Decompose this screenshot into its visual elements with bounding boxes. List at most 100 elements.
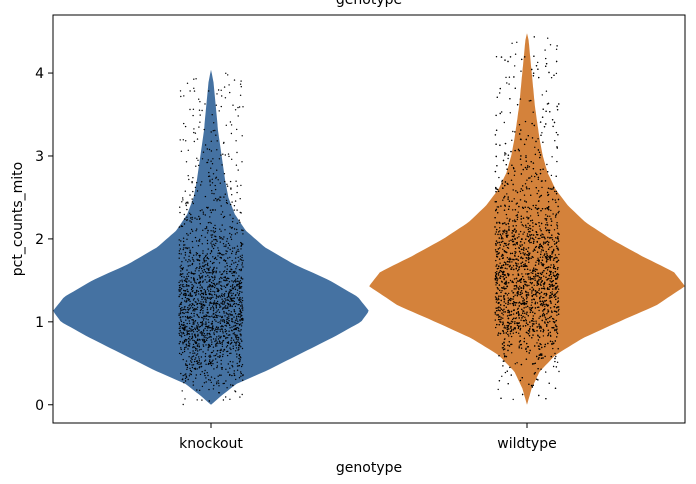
jitter-point bbox=[518, 347, 520, 349]
jitter-point bbox=[186, 276, 188, 278]
jitter-point bbox=[236, 285, 238, 287]
x-axis-label: genotype bbox=[336, 460, 402, 476]
jitter-point bbox=[178, 281, 180, 284]
jitter-point bbox=[556, 314, 558, 316]
jitter-point bbox=[236, 297, 239, 299]
jitter-point bbox=[179, 294, 181, 296]
jitter-point bbox=[527, 333, 530, 335]
jitter-point bbox=[534, 302, 536, 305]
jitter-point bbox=[220, 205, 222, 207]
jitter-point bbox=[214, 184, 216, 187]
jitter-point bbox=[541, 259, 544, 261]
jitter-point bbox=[231, 295, 233, 297]
jitter-point bbox=[219, 322, 222, 325]
jitter-point bbox=[546, 253, 548, 255]
jitter-point bbox=[556, 268, 559, 270]
jitter-point bbox=[529, 224, 531, 227]
jitter-point bbox=[200, 272, 202, 275]
jitter-point bbox=[515, 215, 517, 217]
jitter-point bbox=[500, 56, 503, 58]
jitter-point bbox=[497, 332, 500, 334]
jitter-point bbox=[198, 338, 201, 341]
jitter-point bbox=[198, 109, 201, 111]
jitter-point bbox=[209, 298, 212, 300]
jitter-point bbox=[506, 251, 508, 254]
jitter-point bbox=[227, 363, 229, 365]
jitter-point bbox=[234, 109, 237, 111]
jitter-point bbox=[203, 336, 205, 338]
jitter-point bbox=[525, 306, 527, 308]
jitter-point bbox=[242, 307, 244, 309]
jitter-point bbox=[520, 262, 522, 265]
jitter-point bbox=[186, 273, 189, 275]
jitter-point bbox=[205, 325, 207, 327]
jitter-point bbox=[213, 278, 216, 280]
jitter-point bbox=[555, 325, 557, 328]
jitter-point bbox=[219, 349, 221, 352]
jitter-point bbox=[534, 301, 537, 303]
jitter-point bbox=[191, 201, 194, 203]
jitter-point bbox=[231, 158, 233, 160]
jitter-point bbox=[240, 371, 242, 373]
jitter-point bbox=[546, 224, 549, 226]
jitter-point bbox=[553, 265, 555, 267]
jitter-point bbox=[503, 301, 505, 303]
jitter-point bbox=[182, 283, 184, 286]
jitter-point bbox=[213, 286, 216, 289]
jitter-point bbox=[523, 249, 525, 251]
jitter-point bbox=[180, 150, 183, 152]
jitter-point bbox=[535, 223, 537, 226]
jitter-point bbox=[532, 384, 534, 386]
jitter-point bbox=[206, 148, 208, 150]
jitter-point bbox=[210, 364, 213, 367]
jitter-point bbox=[499, 270, 501, 272]
jitter-point bbox=[209, 354, 211, 356]
jitter-point bbox=[497, 233, 499, 236]
jitter-point bbox=[199, 282, 201, 284]
jitter-point bbox=[512, 398, 514, 401]
jitter-point bbox=[518, 247, 520, 249]
jitter-point bbox=[533, 55, 535, 57]
jitter-point bbox=[179, 273, 182, 275]
jitter-point bbox=[516, 216, 519, 218]
jitter-point bbox=[190, 370, 193, 373]
jitter-point bbox=[556, 332, 559, 335]
jitter-point bbox=[522, 189, 524, 192]
jitter-point bbox=[555, 295, 557, 298]
jitter-point bbox=[180, 331, 182, 334]
jitter-point bbox=[223, 259, 225, 261]
jitter-point bbox=[547, 207, 550, 209]
jitter-point bbox=[211, 276, 213, 278]
jitter-point bbox=[526, 350, 528, 353]
jitter-point bbox=[224, 180, 226, 183]
jitter-point bbox=[204, 144, 207, 146]
jitter-point bbox=[214, 293, 216, 296]
jitter-point bbox=[240, 325, 243, 327]
jitter-point bbox=[235, 140, 237, 142]
jitter-point bbox=[507, 244, 509, 246]
jitter-point bbox=[186, 208, 188, 211]
jitter-point bbox=[237, 320, 239, 323]
jitter-point bbox=[547, 288, 549, 290]
jitter-point bbox=[187, 175, 189, 177]
jitter-point bbox=[544, 355, 546, 358]
jitter-point bbox=[207, 262, 209, 264]
jitter-point bbox=[533, 267, 535, 269]
jitter-point bbox=[199, 294, 202, 296]
jitter-point bbox=[554, 216, 557, 218]
jitter-point bbox=[514, 327, 516, 329]
jitter-point bbox=[196, 362, 199, 364]
jitter-point bbox=[538, 309, 540, 312]
jitter-point bbox=[223, 312, 225, 314]
jitter-point bbox=[231, 330, 233, 332]
jitter-point bbox=[238, 285, 240, 287]
jitter-point bbox=[541, 236, 543, 238]
jitter-point bbox=[213, 303, 215, 306]
jitter-point bbox=[199, 280, 201, 283]
jitter-point bbox=[508, 76, 511, 78]
jitter-point bbox=[509, 56, 512, 58]
jitter-point bbox=[536, 240, 538, 243]
jitter-point bbox=[554, 199, 556, 201]
jitter-point bbox=[221, 308, 224, 310]
jitter-point bbox=[505, 306, 507, 308]
